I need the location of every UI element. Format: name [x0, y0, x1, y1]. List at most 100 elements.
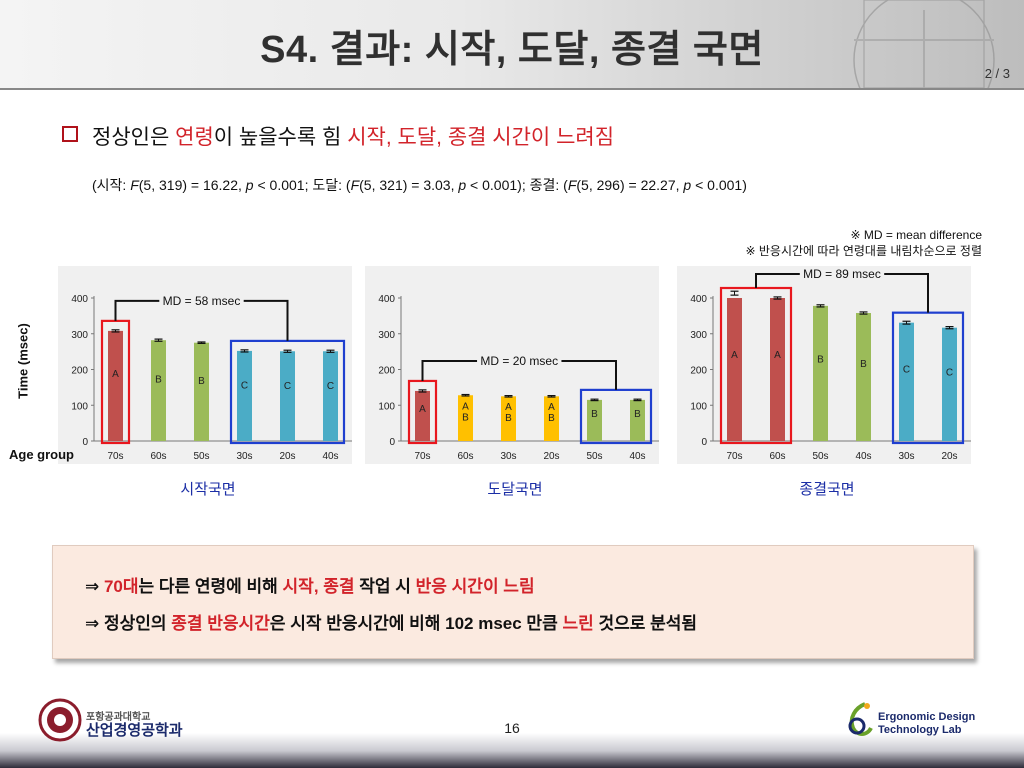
phase-label-end: 종결국면	[799, 481, 855, 498]
highlight-box-red	[100, 319, 131, 445]
main-bullet: 정상인은 연령이 높을수록 힘 시작, 도달, 종결 시간이 느려짐	[62, 121, 614, 151]
bar	[415, 390, 430, 441]
x-tick-label: 30s	[236, 451, 252, 462]
x-tick-label: 30s	[898, 451, 914, 462]
group-letter: B	[591, 409, 598, 420]
bar	[856, 313, 871, 441]
x-tick-label: 50s	[586, 451, 602, 462]
group-letter: A	[112, 369, 119, 380]
group-letter: A	[505, 402, 512, 413]
x-tick-label: 70s	[107, 451, 123, 462]
checkbox-bullet-icon	[62, 126, 78, 142]
md-label: MD = 89 msec	[803, 267, 881, 281]
bar	[770, 298, 785, 441]
stats-f: F	[130, 177, 139, 193]
bar	[323, 351, 338, 441]
x-tick-label: 50s	[812, 451, 828, 462]
summary-line-1: ⇒ 70대는 다른 연령에 비해 시작, 종결 작업 시 반응 시간이 느림	[85, 572, 535, 597]
summary-highlight: 70대	[103, 577, 139, 596]
summary-highlight: 느린	[562, 614, 594, 633]
chart-reach: 0100200300400A70sAB60sAB30sAB20sB50sB40s…	[378, 294, 659, 462]
bar	[813, 305, 828, 441]
bar	[727, 298, 742, 441]
bar	[194, 342, 209, 441]
chart-end: 0 100 200 300 400 A 70s A 60s B 50s B 40s C 30s C 20s MD …	[690, 266, 971, 462]
summary-text: 작업 시	[354, 577, 416, 596]
group-letter: A	[774, 350, 781, 361]
summary-highlight: 종결 반응시간	[171, 614, 270, 633]
y-tick-label: 300	[71, 330, 88, 341]
group-letter: B	[817, 355, 824, 366]
x-tick-label: 50s	[193, 451, 209, 462]
chart-panel-end: 0 100 200 300 400 A 70s A 60s B 50s B 40s C 30s C 20s MD …	[677, 266, 971, 464]
x-tick-label: 20s	[279, 451, 295, 462]
bar	[942, 327, 957, 441]
x-tick-label: 40s	[855, 451, 871, 462]
group-letter: B	[155, 375, 162, 386]
lab-name-line-2: Technology Lab	[878, 724, 962, 736]
group-letter: B	[548, 413, 555, 424]
y-tick-label: 300	[378, 330, 395, 341]
stats-f: F	[567, 177, 577, 193]
phase-label-reach: 도달국면	[487, 481, 543, 498]
stats-p: p	[683, 177, 692, 193]
stats-text: (5, 319) = 16.22,	[138, 177, 246, 193]
bullet-text-age: 연령	[175, 126, 214, 149]
md-label: MD = 20 msec	[480, 354, 558, 368]
group-letter: B	[198, 376, 205, 387]
group-letter: A	[462, 401, 469, 412]
stats-text: < 0.001)	[691, 177, 747, 193]
summary-box: ⇒ 70대는 다른 연령에 비해 시작, 종결 작업 시 반응 시간이 느림 ⇒…	[52, 545, 974, 659]
slide-title: S4. 결과: 시작, 도달, 종결 국면	[260, 29, 764, 71]
bar	[108, 330, 123, 441]
y-tick-label: 100	[378, 401, 395, 412]
page-indicator: 2 / 3	[984, 66, 1010, 81]
slide-header: S4. 결과: 시작, 도달, 종결 국면 2 / 3	[0, 0, 1024, 90]
group-letter: B	[634, 409, 641, 420]
group-letter: A	[731, 350, 738, 361]
note-sort-order: ※ 반응시간에 따라 연령대를 내림차순으로 정렬	[745, 244, 983, 258]
y-tick-label: 200	[71, 366, 88, 377]
slide-number: 16	[504, 720, 520, 736]
y-tick-label: 0	[389, 437, 395, 448]
chart-notes: ※ MD = mean difference ※ 반응시간에 따라 연령대를 내…	[746, 227, 983, 259]
stats-text: (시작:	[92, 177, 131, 193]
y-tick-label: 400	[378, 294, 395, 305]
md-label-bg	[477, 351, 562, 368]
y-tick-label: 400	[71, 294, 88, 305]
bar	[630, 399, 645, 441]
vitruvian-decoration	[853, 0, 995, 88]
x-tick-label: 30s	[500, 451, 516, 462]
stats-f: F	[350, 177, 360, 193]
x-tick-label: 20s	[941, 451, 957, 462]
x-tick-label: 60s	[150, 451, 166, 462]
bar	[237, 350, 252, 441]
y-tick-label: 200	[378, 366, 395, 377]
university-emblem-icon	[38, 698, 82, 742]
md-label: MD = 58 msec	[163, 294, 241, 308]
note-md-definition: ※ MD = mean difference	[850, 228, 982, 242]
phase-label-start: 시작국면	[180, 481, 236, 498]
group-letter: C	[903, 364, 910, 375]
stats-p: p	[245, 177, 254, 193]
bar	[587, 399, 602, 441]
group-letter: B	[860, 359, 867, 370]
x-tick-label: 70s	[726, 451, 742, 462]
y-axis-title: Time (msec)	[15, 323, 31, 399]
anova-stats: (시작: F(5, 319) = 16.22, p < 0.001; 도달: (…	[92, 175, 747, 195]
x-tick-label: 70s	[414, 451, 430, 462]
stats-text: < 0.001); 종결: (	[466, 177, 568, 193]
highlight-box-blue	[579, 388, 653, 445]
summary-highlight: 반응 시간이 느림	[415, 577, 535, 596]
y-tick-label: 300	[690, 330, 707, 341]
y-tick-label: 100	[690, 401, 707, 412]
x-tick-label: 20s	[543, 451, 559, 462]
summary-highlight: 시작, 종결	[282, 577, 355, 596]
bar	[544, 396, 559, 441]
summary-text: 는 다른 연령에 비해	[138, 577, 283, 596]
y-tick-label: 400	[690, 294, 707, 305]
y-tick-label: 200	[690, 366, 707, 377]
bar	[458, 395, 473, 441]
bullet-text-2: 이 높을수록 힘	[213, 126, 348, 149]
y-tick-label: 0	[701, 437, 707, 448]
